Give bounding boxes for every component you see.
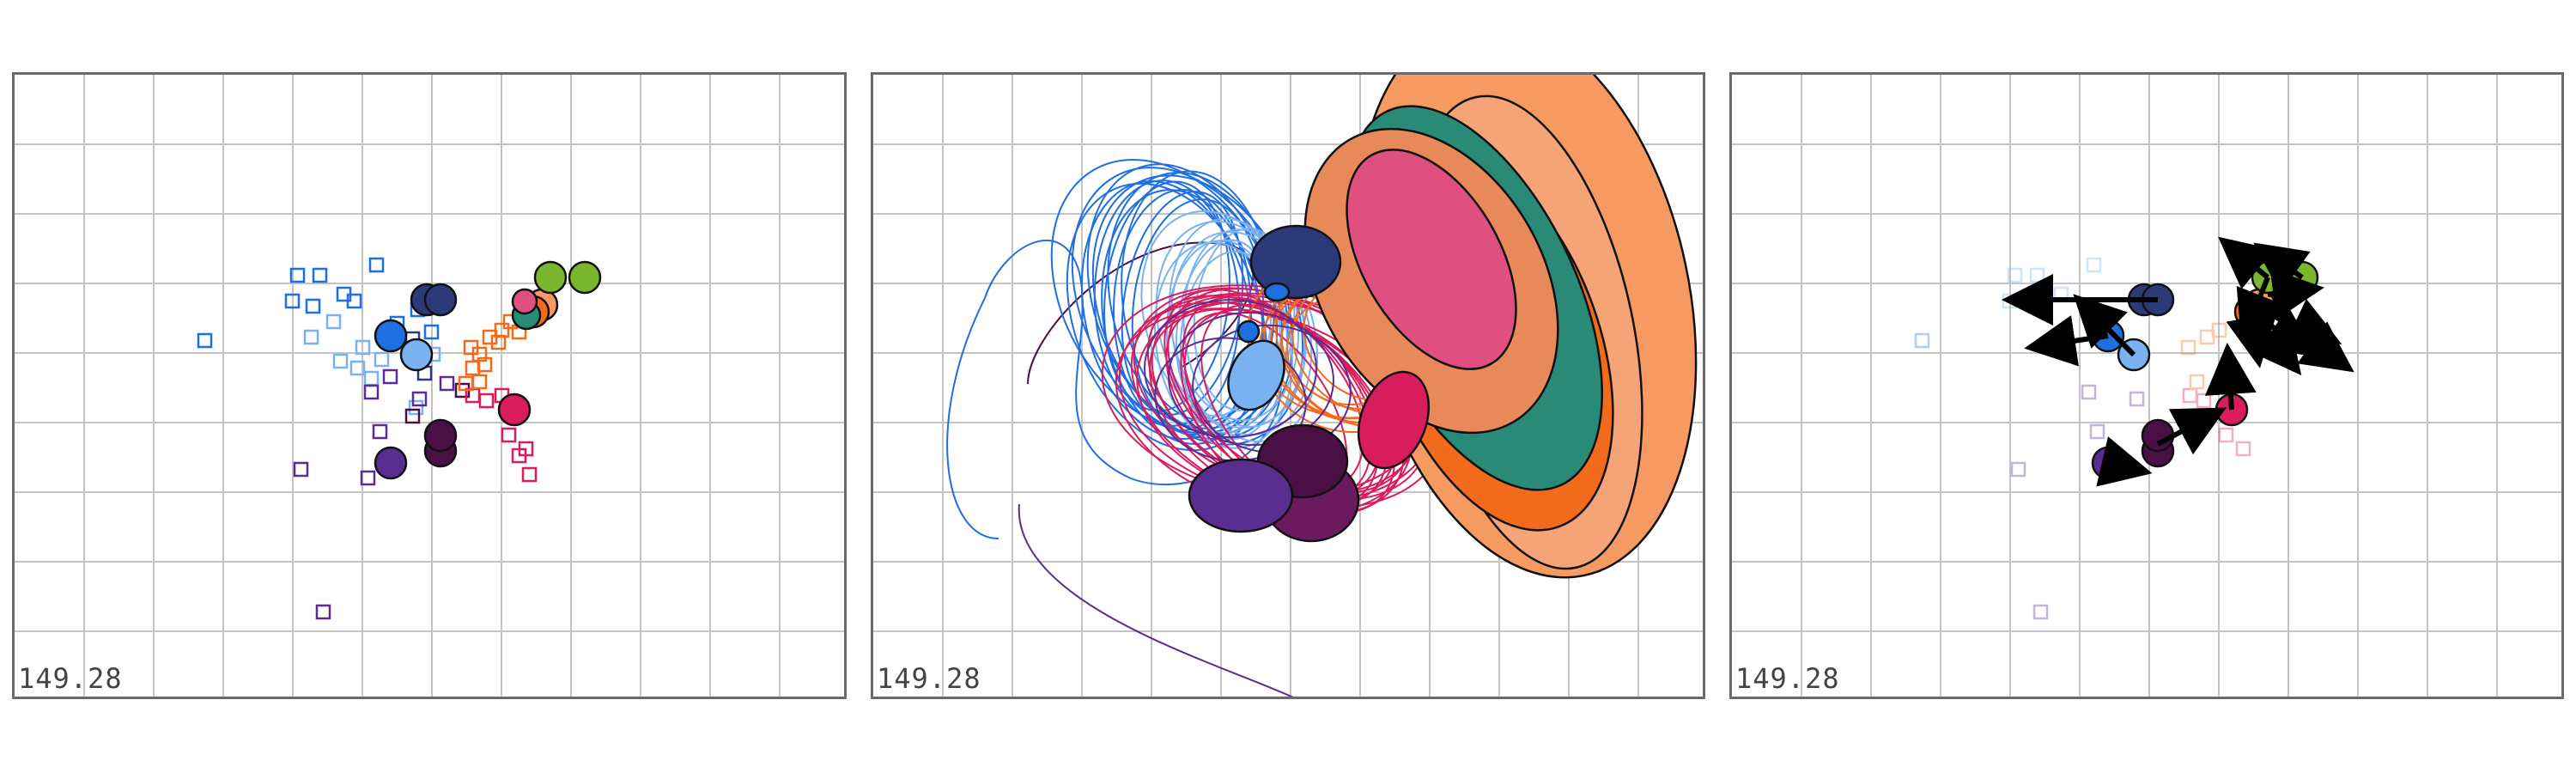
square-marker (305, 298, 321, 314)
velocity-arrows (2002, 236, 2354, 487)
ellipse (1263, 282, 1291, 302)
square-marker (368, 257, 385, 273)
vector-panel: 149.28 (1729, 72, 2564, 699)
square-marker (312, 267, 328, 283)
orbit-curve (1131, 198, 1265, 435)
square-marker (303, 329, 319, 345)
circle-marker (423, 418, 458, 453)
orbit-curve (1154, 337, 1307, 462)
orbit-curve (1168, 311, 1334, 447)
circle-marker (374, 446, 408, 480)
orbit-curve (1018, 503, 1294, 697)
vector-plot (1732, 75, 2561, 697)
arrow (2267, 268, 2324, 320)
ellipse-panel: 149.28 (871, 72, 1705, 699)
ellipse (1236, 320, 1261, 344)
scatter-plot (15, 75, 844, 697)
square-marker (382, 368, 398, 385)
square-marker (2211, 322, 2227, 338)
square-marker (411, 391, 428, 407)
square-marker (363, 370, 380, 386)
square-marker (501, 427, 517, 443)
square-marker (404, 408, 421, 424)
square-marker (1914, 332, 1930, 349)
square-marker (2182, 387, 2198, 404)
square-marker (315, 604, 331, 620)
square-marker (511, 447, 527, 464)
square-marker (372, 423, 388, 440)
square-marker (2010, 461, 2026, 478)
square-marker (471, 374, 488, 390)
history-squares (1914, 257, 2251, 620)
grid-lines (15, 75, 844, 697)
circle-marker (399, 338, 434, 372)
square-marker (2218, 427, 2234, 443)
history-squares (197, 257, 538, 620)
square-marker (325, 313, 342, 330)
square-marker (360, 470, 376, 486)
arrow (2156, 407, 2227, 455)
arrow (2096, 436, 2153, 487)
ellipse (1227, 339, 1285, 411)
arrow (2204, 343, 2257, 411)
circle-marker (423, 283, 458, 317)
square-marker (374, 351, 390, 368)
ellipse (1249, 224, 1342, 300)
circle-marker (497, 393, 532, 427)
step-readout: 149.28 (1735, 662, 1840, 695)
square-marker (289, 267, 306, 283)
square-marker (408, 399, 424, 416)
circle-marker (511, 288, 538, 315)
step-readout: 149.28 (18, 662, 123, 695)
square-marker (332, 353, 349, 369)
orbit-curve (1144, 299, 1317, 438)
square-marker (363, 384, 380, 400)
ellipse (1346, 149, 1517, 370)
square-marker (2180, 339, 2196, 356)
step-readout: 149.28 (877, 662, 981, 695)
square-marker (478, 393, 495, 409)
ellipse (1357, 370, 1431, 470)
ellipse-plot (873, 75, 1703, 697)
square-marker (2086, 257, 2102, 273)
square-marker (346, 293, 362, 309)
circle-marker (568, 260, 602, 295)
square-marker (2089, 423, 2105, 440)
square-marker (521, 466, 538, 483)
square-marker (197, 332, 213, 349)
circle-marker (533, 260, 568, 295)
square-marker (2235, 441, 2251, 457)
square-marker (2029, 267, 2045, 283)
ellipses (1188, 75, 1698, 579)
square-marker (349, 360, 366, 376)
grid-lines (1732, 75, 2561, 697)
ellipse (1188, 458, 1294, 533)
square-marker (284, 293, 301, 309)
square-marker (477, 356, 493, 373)
square-marker (293, 461, 309, 478)
square-marker (439, 375, 455, 392)
current-markers (374, 260, 602, 480)
square-marker (494, 322, 510, 338)
square-marker (2196, 393, 2212, 409)
square-marker (2189, 374, 2205, 390)
arrow (2073, 294, 2136, 357)
circle-marker (374, 319, 408, 353)
square-marker (2081, 384, 2097, 400)
square-marker (423, 324, 440, 340)
scatter-panel: 149.28 (12, 72, 847, 699)
square-marker (2129, 391, 2145, 407)
square-marker (2032, 604, 2049, 620)
square-marker (355, 339, 371, 356)
